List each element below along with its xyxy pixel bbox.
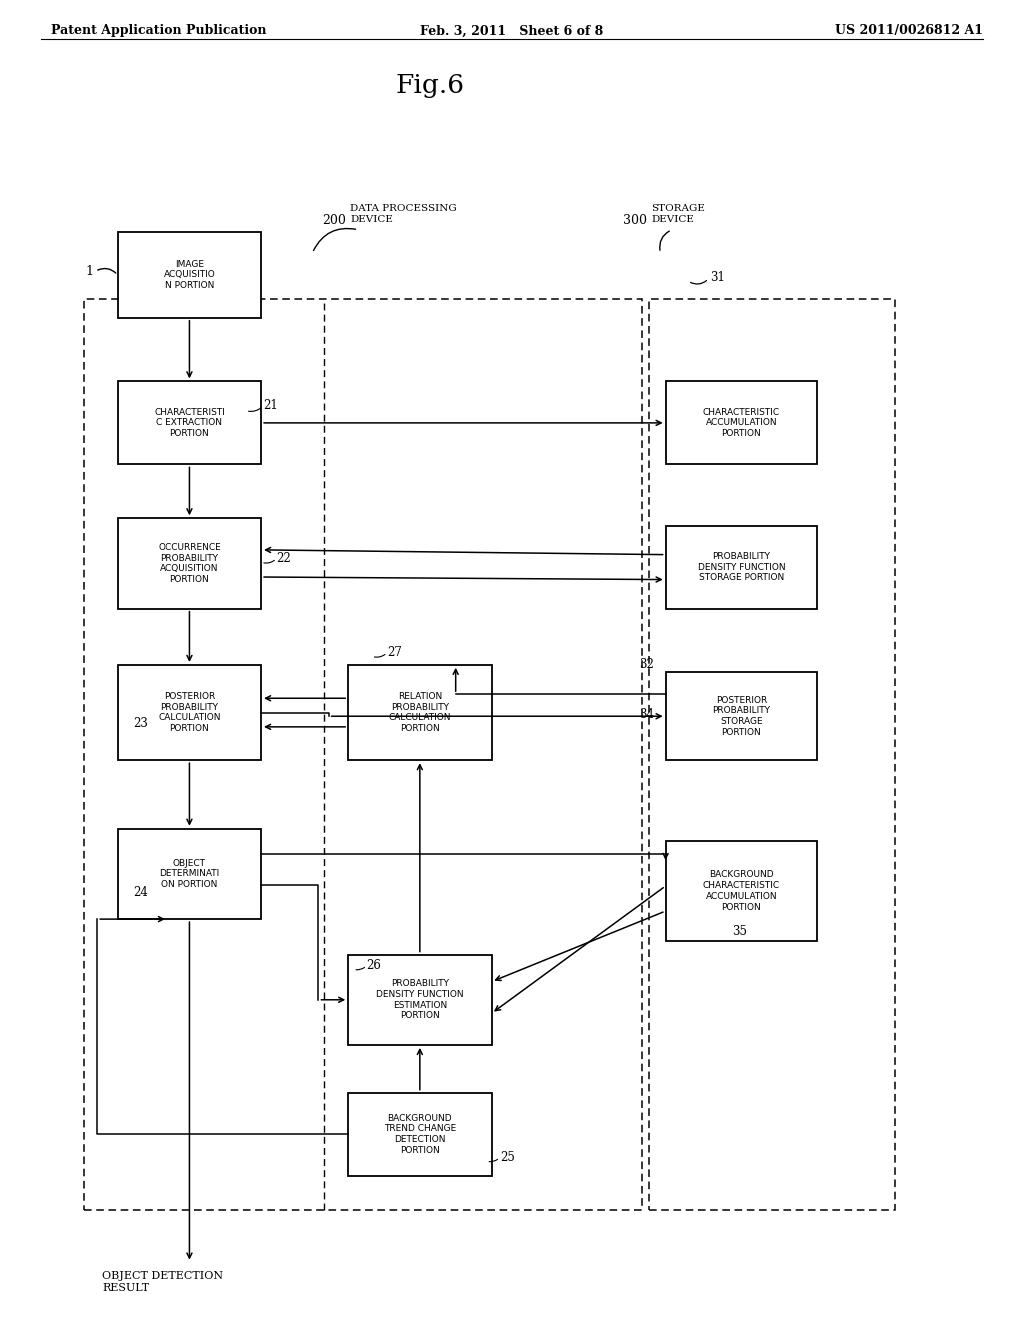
Text: 300: 300 bbox=[624, 214, 647, 227]
FancyBboxPatch shape bbox=[348, 665, 492, 760]
Text: PROBABILITY
DENSITY FUNCTION
ESTIMATION
PORTION: PROBABILITY DENSITY FUNCTION ESTIMATION … bbox=[376, 979, 464, 1020]
Text: OBJECT
DETERMINATI
ON PORTION: OBJECT DETERMINATI ON PORTION bbox=[160, 858, 219, 890]
FancyBboxPatch shape bbox=[666, 525, 817, 609]
FancyBboxPatch shape bbox=[118, 232, 261, 318]
Text: IMAGE
ACQUISITIO
N PORTION: IMAGE ACQUISITIO N PORTION bbox=[164, 260, 215, 290]
Text: 31: 31 bbox=[710, 271, 725, 284]
Text: CHARACTERISTI
C EXTRACTION
PORTION: CHARACTERISTI C EXTRACTION PORTION bbox=[154, 408, 225, 438]
Text: OCCURRENCE
PROBABILITY
ACQUISITION
PORTION: OCCURRENCE PROBABILITY ACQUISITION PORTI… bbox=[158, 543, 221, 583]
Text: STORAGE
DEVICE: STORAGE DEVICE bbox=[651, 203, 706, 224]
Text: 34: 34 bbox=[639, 709, 654, 722]
FancyBboxPatch shape bbox=[118, 665, 261, 760]
Text: 26: 26 bbox=[367, 960, 382, 972]
Text: POSTERIOR
PROBABILITY
CALCULATION
PORTION: POSTERIOR PROBABILITY CALCULATION PORTIO… bbox=[158, 692, 221, 733]
Text: 200: 200 bbox=[323, 214, 346, 227]
Text: RELATION
PROBABILITY
CALCULATION
PORTION: RELATION PROBABILITY CALCULATION PORTION bbox=[388, 692, 452, 733]
Text: CHARACTERISTIC
ACCUMULATION
PORTION: CHARACTERISTIC ACCUMULATION PORTION bbox=[702, 408, 780, 438]
FancyBboxPatch shape bbox=[666, 841, 817, 941]
Text: US 2011/0026812 A1: US 2011/0026812 A1 bbox=[835, 25, 983, 37]
FancyBboxPatch shape bbox=[118, 829, 261, 919]
FancyBboxPatch shape bbox=[666, 381, 817, 465]
Text: DATA PROCESSING
DEVICE: DATA PROCESSING DEVICE bbox=[350, 203, 457, 224]
Text: BACKGROUND
CHARACTERISTIC
ACCUMULATION
PORTION: BACKGROUND CHARACTERISTIC ACCUMULATION P… bbox=[702, 870, 780, 912]
Text: OBJECT DETECTION
RESULT: OBJECT DETECTION RESULT bbox=[102, 1271, 223, 1292]
Text: 1: 1 bbox=[85, 265, 93, 277]
FancyBboxPatch shape bbox=[118, 381, 261, 465]
Text: 24: 24 bbox=[133, 886, 148, 899]
FancyBboxPatch shape bbox=[666, 672, 817, 760]
Text: 23: 23 bbox=[133, 717, 148, 730]
Text: 27: 27 bbox=[387, 647, 402, 659]
Text: Fig.6: Fig.6 bbox=[395, 73, 465, 98]
Text: 25: 25 bbox=[500, 1151, 515, 1164]
FancyBboxPatch shape bbox=[348, 954, 492, 1045]
Text: 32: 32 bbox=[639, 659, 654, 672]
Text: BACKGROUND
TREND CHANGE
DETECTION
PORTION: BACKGROUND TREND CHANGE DETECTION PORTIO… bbox=[384, 1114, 456, 1155]
FancyBboxPatch shape bbox=[118, 519, 261, 609]
Text: 35: 35 bbox=[732, 925, 748, 937]
Text: 22: 22 bbox=[276, 552, 291, 565]
Text: Patent Application Publication: Patent Application Publication bbox=[51, 25, 266, 37]
Text: 21: 21 bbox=[263, 399, 278, 412]
Text: Feb. 3, 2011   Sheet 6 of 8: Feb. 3, 2011 Sheet 6 of 8 bbox=[421, 25, 603, 37]
FancyBboxPatch shape bbox=[348, 1093, 492, 1176]
Text: PROBABILITY
DENSITY FUNCTION
STORAGE PORTION: PROBABILITY DENSITY FUNCTION STORAGE POR… bbox=[697, 552, 785, 582]
Text: POSTERIOR
PROBABILITY
STORAGE
PORTION: POSTERIOR PROBABILITY STORAGE PORTION bbox=[713, 696, 770, 737]
